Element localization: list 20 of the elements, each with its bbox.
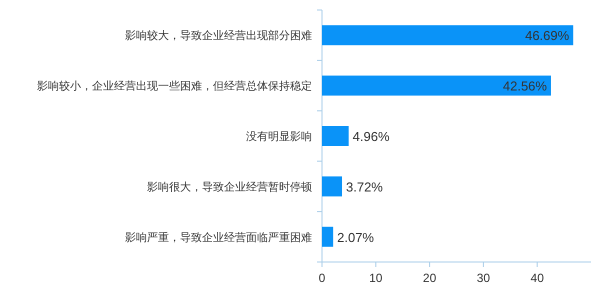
bar xyxy=(322,126,349,146)
data-label: 3.72% xyxy=(346,179,384,194)
bar xyxy=(322,176,342,196)
data-label: 2.07% xyxy=(337,230,374,245)
x-tick-label: 10 xyxy=(369,271,383,285)
data-label: 42.56% xyxy=(502,78,548,94)
x-tick-label: 30 xyxy=(476,271,490,285)
bar xyxy=(322,25,574,46)
x-tick-label: 40 xyxy=(530,271,544,285)
y-tick-label: 影响较小，企业经营出现一些困难，但经营总体保持稳定 xyxy=(37,80,312,93)
y-tick-label: 没有明显影响 xyxy=(246,131,312,143)
bar xyxy=(322,76,551,96)
y-tick-label: 影响很大，导致企业经营暂时停顿 xyxy=(147,180,312,194)
y-tick-label: 影响较大，导致企业经营出现部分困难 xyxy=(125,29,312,42)
data-label: 4.96% xyxy=(352,129,390,144)
y-tick-label: 影响严重，导致企业经营面临严重困难 xyxy=(125,230,312,244)
x-tick-label: 0 xyxy=(318,271,326,285)
bar xyxy=(322,226,334,247)
x-tick-label: 20 xyxy=(422,271,437,285)
data-label: 46.69% xyxy=(525,28,570,44)
